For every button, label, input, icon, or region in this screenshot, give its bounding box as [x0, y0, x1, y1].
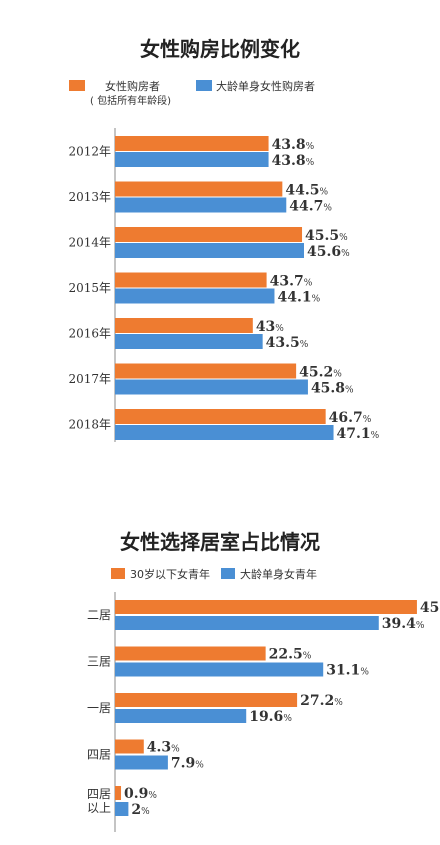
- bar-c2-s1-3: [115, 755, 168, 770]
- bar-c1-s1-1: [115, 197, 287, 213]
- bar-c1-s1-0: [115, 152, 269, 167]
- value-label-c1-s0-3: 43.7%: [270, 274, 313, 290]
- chart-2-title: 女性选择居室占比情况: [120, 530, 320, 554]
- value-label-c1-s0-2: 45.5%: [305, 228, 348, 244]
- bar-c1-s1-4: [115, 334, 263, 349]
- bar-c2-s0-1: [115, 646, 266, 661]
- chart-1: 女性购房比例变化 女性购房者 ( 包括所有年龄段) 大龄单身女性购房者 2012…: [68, 37, 380, 442]
- value-label-c2-s1-3: 7.9%: [171, 756, 204, 772]
- chart-2-value-labels: 45.1%39.4% 22.5% 31.1% 27.2% 19.6% 4.3%7.9% 0.…: [124, 600, 440, 818]
- category-label-c1-3: 2015年: [68, 281, 111, 295]
- value-label-c1-s1-6: 47.1%: [337, 426, 380, 442]
- legend-label-young: 30岁以下女青年: [130, 567, 210, 581]
- category-label-c2-3: 四居: [87, 748, 111, 762]
- category-label-c2-1: 三居: [87, 655, 111, 669]
- legend-label-series-b: 大龄单身女性购房者: [216, 79, 315, 93]
- bar-c1-s0-6: [115, 409, 326, 424]
- value-label-c1-s0-0: 43.8%: [272, 137, 315, 153]
- bar-c1-s1-6: [115, 425, 334, 440]
- value-label-c1-s1-4: 43.5%: [266, 335, 309, 351]
- legend-swatch-series-b: [196, 80, 212, 91]
- bar-c2-s0-4: [115, 786, 122, 800]
- legend-swatch-older: [221, 568, 235, 579]
- bar-c2-s1-1: [115, 662, 324, 677]
- value-label-c2-s1-0: 39.4%: [382, 616, 425, 632]
- value-label-c2-s0-4: 0.9%: [124, 786, 157, 802]
- chart-1-category-labels: 2012年 2013年 2014年 2015年 2016年 2017年 2018年: [68, 145, 111, 432]
- bar-c1-s0-1: [115, 181, 283, 197]
- value-label-c1-s0-6: 46.7%: [329, 410, 372, 426]
- bar-c2-s0-0: [115, 600, 417, 614]
- value-label-c1-s0-5: 45.2%: [299, 365, 342, 381]
- value-label-c2-s0-1: 22.5%: [269, 647, 312, 663]
- category-label-c1-2: 2014年: [68, 236, 111, 250]
- legend-label-series-a: 女性购房者: [105, 79, 160, 93]
- category-label-c1-1: 2013年: [68, 190, 111, 204]
- chart-2-bars: [115, 600, 417, 816]
- legend-swatch-young: [111, 568, 125, 579]
- bar-c2-s1-0: [115, 616, 379, 630]
- bar-c1-s0-2: [115, 227, 303, 242]
- value-label-c2-s1-4: 2%: [131, 802, 150, 818]
- value-label-c2-s0-2: 27.2%: [300, 693, 343, 709]
- value-label-c1-s1-3: 44.1%: [277, 290, 320, 306]
- bar-c1-s0-0: [115, 136, 269, 151]
- bar-c2-s0-2: [115, 693, 298, 707]
- bar-c2-s1-2: [115, 709, 247, 723]
- category-label-c1-0: 2012年: [68, 145, 111, 159]
- legend-label-older: 大龄单身女青年: [240, 567, 317, 581]
- category-label-c2-0: 二居: [87, 608, 111, 622]
- bar-c1-s0-4: [115, 318, 253, 333]
- legend-swatch-series-a: [69, 80, 85, 91]
- bar-c2-s0-3: [115, 739, 144, 754]
- value-label-c1-s1-5: 45.8%: [311, 381, 354, 397]
- category-label-c2-4: 四居以上: [87, 787, 111, 815]
- value-label-c1-s0-4: 43%: [256, 319, 284, 335]
- value-label-c2-s0-0: 45.1%: [420, 600, 440, 616]
- category-label-c1-4: 2016年: [68, 327, 111, 341]
- value-label-c1-s1-2: 45.6%: [307, 244, 350, 260]
- value-label-c2-s1-2: 19.6%: [249, 709, 292, 725]
- bar-c1-s1-2: [115, 243, 304, 258]
- category-label-c1-6: 2018年: [68, 418, 111, 432]
- bar-c1-s0-3: [115, 272, 267, 288]
- value-label-c1-s0-1: 44.5%: [285, 183, 328, 199]
- value-label-c1-s1-1: 44.7%: [289, 199, 332, 215]
- bar-c1-s0-5: [115, 363, 297, 379]
- chart-1-bars: [115, 136, 334, 440]
- value-label-c1-s1-0: 43.8%: [272, 153, 315, 169]
- category-label-c2-2: 一居: [87, 701, 111, 715]
- bar-c2-s1-4: [115, 802, 129, 816]
- legend-note-series-a: ( 包括所有年龄段): [90, 94, 171, 107]
- chart-2-legend: 30岁以下女青年 大龄单身女青年: [111, 567, 317, 581]
- chart-1-title: 女性购房比例变化: [140, 37, 300, 61]
- category-label-c1-5: 2017年: [68, 372, 111, 386]
- chart-1-legend: 女性购房者 ( 包括所有年龄段) 大龄单身女性购房者: [69, 79, 315, 107]
- chart-2: 女性选择居室占比情况 30岁以下女青年 大龄单身女青年 二居三居一居四居四居以上…: [87, 530, 440, 832]
- bar-c1-s1-3: [115, 288, 275, 304]
- chart-1-value-labels: 43.8%43.8% 44.5%44.7% 45.5%45.6% 43.7%44.1%…: [256, 137, 380, 442]
- value-label-c2-s0-3: 4.3%: [147, 740, 180, 756]
- bar-c1-s1-5: [115, 379, 308, 395]
- value-label-c2-s1-1: 31.1%: [326, 663, 369, 679]
